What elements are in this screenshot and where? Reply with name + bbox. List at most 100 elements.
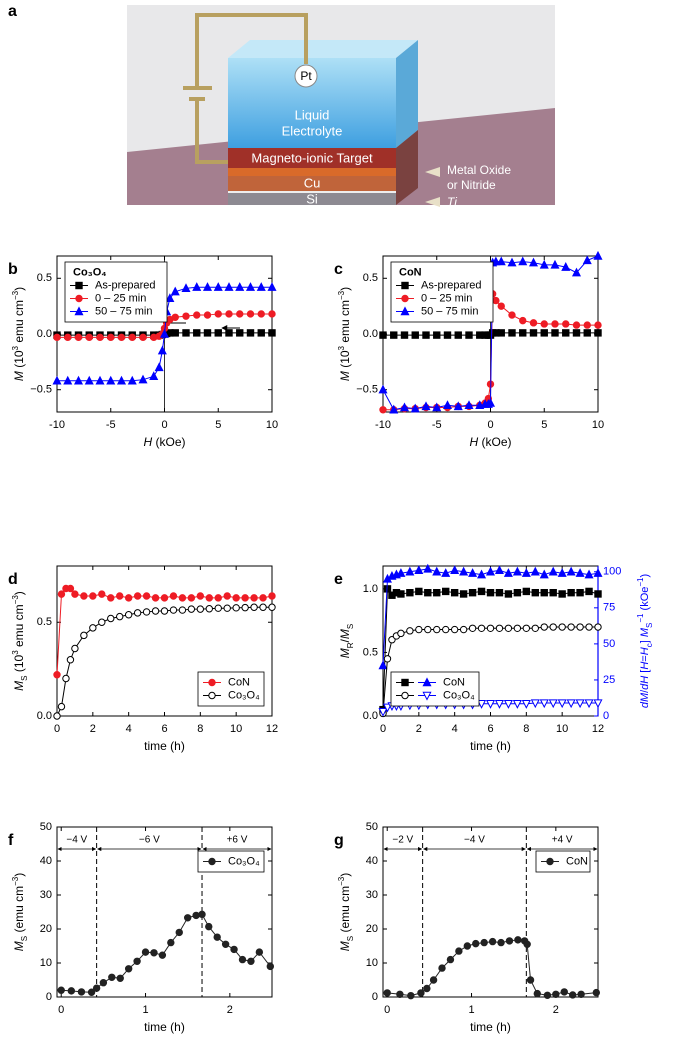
marker <box>192 282 202 291</box>
y2-axis-label-part: H <box>639 662 651 670</box>
marker <box>151 594 160 602</box>
marker <box>454 331 462 339</box>
marker <box>550 259 560 269</box>
y-axis-label: M (103 emu cm−3) <box>337 287 353 381</box>
schematic: Pt Liquid Electrolyte Magneto-ionic Targ… <box>8 3 555 209</box>
marker <box>584 569 594 579</box>
marker <box>378 660 388 670</box>
y2-axis-label-part: dH <box>639 676 651 690</box>
marker <box>182 312 190 320</box>
y2-axis-label-part: H <box>639 647 651 655</box>
marker <box>232 604 240 612</box>
marker <box>247 957 255 965</box>
marker <box>379 406 387 414</box>
marker <box>539 259 549 269</box>
marker <box>178 594 187 602</box>
marker <box>522 624 531 632</box>
marker <box>96 333 104 342</box>
x-axis-label-part: (kOe) <box>152 435 185 449</box>
marker <box>433 625 441 634</box>
marker <box>433 331 441 339</box>
x-tick-label: 12 <box>266 723 278 735</box>
y-axis-label-part: M <box>12 371 26 381</box>
panel-label: d <box>8 571 18 588</box>
marker <box>133 609 142 617</box>
marker <box>205 605 213 613</box>
marker <box>560 988 568 996</box>
marker <box>414 565 424 575</box>
marker <box>503 700 513 709</box>
target-layer <box>228 148 396 168</box>
marker <box>518 256 528 266</box>
marker <box>557 699 567 709</box>
y-axis-label: MS (103 emu cm−3) <box>11 591 29 691</box>
x-tick-label: -10 <box>375 419 391 431</box>
legend-label: As-prepared <box>421 279 482 291</box>
y-axis-label: M (103 emu cm−3) <box>11 287 27 381</box>
marker <box>64 333 72 342</box>
x-tick-label: 0 <box>161 419 167 431</box>
marker <box>442 587 450 596</box>
y-axis-label-part: S <box>346 936 355 941</box>
pointer <box>425 197 440 207</box>
marker <box>530 566 540 576</box>
marker <box>415 625 423 634</box>
marker <box>399 402 410 412</box>
x-tick-label: 0 <box>487 419 493 431</box>
pt-label: Pt <box>300 69 312 83</box>
marker <box>99 979 108 987</box>
marker <box>497 302 505 310</box>
x-tick-label: 0 <box>380 723 386 735</box>
cu-label: Cu <box>304 175 321 190</box>
x-axis-label-part: (kOe) <box>478 435 511 449</box>
cu-layer <box>228 176 396 191</box>
marker <box>539 569 549 579</box>
y-axis-label-part: M <box>338 629 352 639</box>
region-label: +4 V <box>552 835 573 846</box>
legend-label: As-prepared <box>95 279 156 291</box>
legend-marker <box>401 691 409 700</box>
y-tick-label: 50 <box>366 821 378 833</box>
marker <box>98 590 106 598</box>
x-tick-label: 12 <box>592 723 604 735</box>
marker <box>165 293 175 303</box>
marker <box>213 933 221 941</box>
y-tick-label: 0.0 <box>363 710 378 722</box>
marker <box>116 592 124 600</box>
marker <box>160 594 169 602</box>
marker <box>139 333 147 342</box>
marker <box>52 375 62 385</box>
marker <box>236 329 244 337</box>
si-label: Si <box>306 191 318 206</box>
y-tick-label: 0.5 <box>363 272 378 284</box>
marker <box>255 948 264 956</box>
y2-axis-label-part: ] <box>639 637 651 643</box>
legend-marker <box>401 294 409 303</box>
marker <box>406 627 414 635</box>
marker <box>423 563 433 573</box>
marker <box>567 623 575 631</box>
legend-marker <box>422 677 432 687</box>
marker <box>497 938 505 947</box>
marker <box>383 989 391 997</box>
marker <box>459 625 468 634</box>
marker <box>116 974 124 982</box>
marker <box>268 329 276 337</box>
marker <box>183 914 192 922</box>
marker <box>169 592 178 600</box>
marker <box>450 625 459 634</box>
marker <box>53 333 61 342</box>
marker <box>583 329 591 337</box>
marker <box>77 988 86 996</box>
marker <box>577 990 585 998</box>
marker <box>230 945 238 954</box>
plot-frame <box>56 826 273 998</box>
legend-marker <box>75 294 83 303</box>
region-label: +6 V <box>227 835 248 846</box>
y-axis-label-part: S <box>346 624 355 629</box>
wire <box>195 99 228 164</box>
marker <box>268 310 276 318</box>
x-axis-label: time (h) <box>470 739 511 753</box>
marker <box>539 699 549 709</box>
